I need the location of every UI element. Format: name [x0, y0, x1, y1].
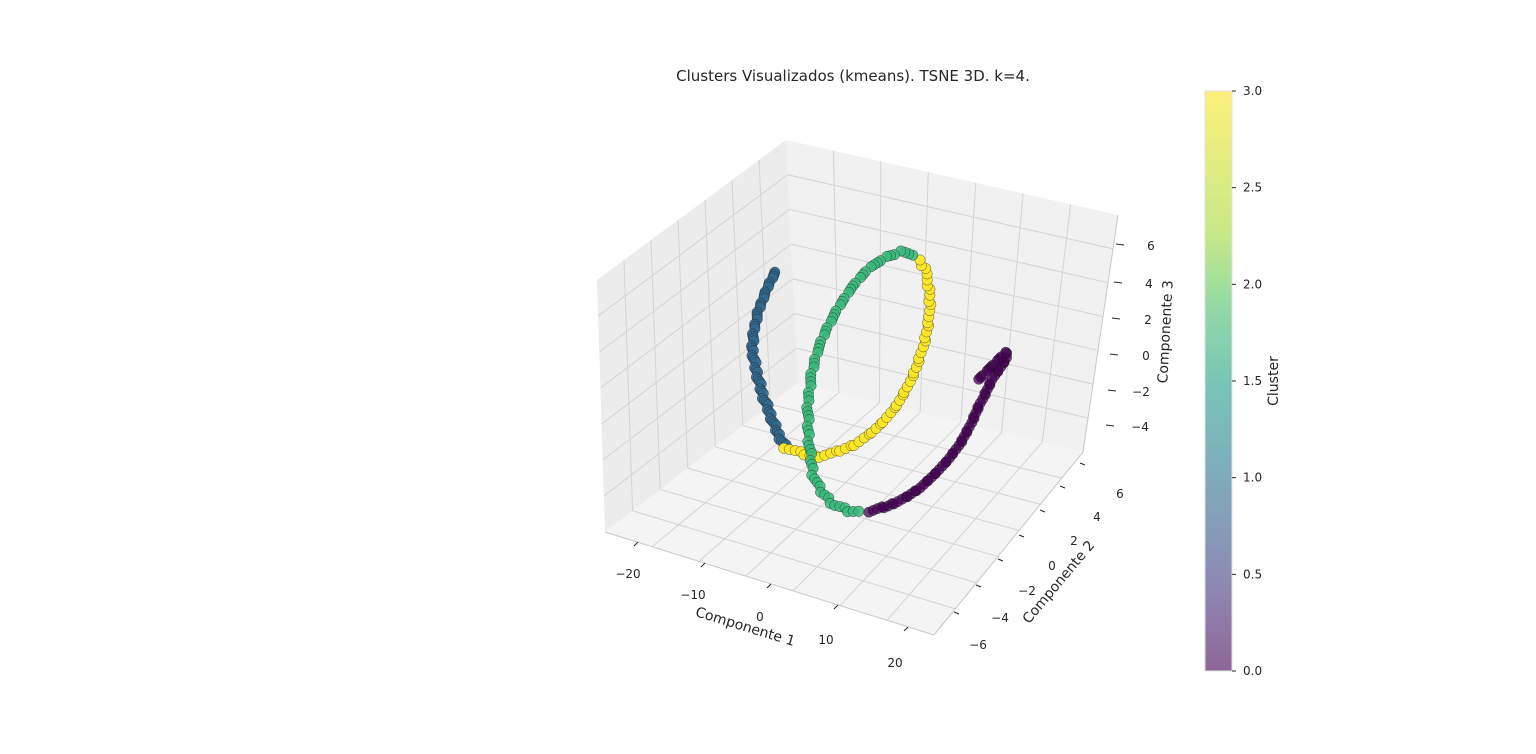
y-axis-line	[933, 451, 1084, 636]
grid-line	[789, 208, 1109, 284]
y-tick-label: −6	[969, 638, 987, 652]
x-tick-label: −10	[680, 588, 705, 602]
grid-line	[660, 488, 977, 584]
y-tick-label: 0	[1048, 559, 1056, 573]
grid-line	[632, 510, 956, 610]
grid-line	[731, 179, 744, 426]
y-tick-label: 6	[1116, 487, 1124, 501]
colorbar-tick-label: 3.0	[1243, 84, 1262, 98]
z-tick-label: 0	[1142, 349, 1150, 363]
z-tick-label: −4	[1131, 420, 1149, 434]
z-axis-label: Componente 3	[1155, 280, 1176, 384]
x-axis-label: Componente 1	[693, 604, 796, 649]
left-pane	[597, 140, 798, 532]
scatter-point-cluster-0	[973, 373, 985, 385]
back-pane	[786, 140, 1118, 452]
z-tick-label: 4	[1145, 277, 1153, 291]
grid-line	[794, 313, 1094, 385]
colorbar-label: Cluster	[1266, 356, 1282, 406]
grid-line	[602, 313, 795, 461]
x-tick-label: 20	[887, 656, 902, 670]
x-tick-label: −20	[615, 567, 640, 581]
y-tick-label: −2	[1018, 584, 1036, 598]
y-ticks: −6 −4 −2 0 2 4 6	[953, 462, 1124, 652]
grid-line	[770, 403, 1062, 479]
y-tick-label: 4	[1093, 510, 1101, 524]
colorbar-tick-label: 0.0	[1243, 664, 1262, 678]
y-tick-label: −4	[991, 611, 1009, 625]
colorbar-tick-label: 0.5	[1243, 567, 1262, 581]
grid-line	[1041, 204, 1072, 443]
grid-line	[878, 161, 882, 403]
grid-line	[623, 259, 634, 511]
colorbar-tick-label: 1.0	[1243, 471, 1262, 485]
grid-line	[787, 174, 1114, 250]
chart-title: Clusters Visualizados (kmeans). TSNE 3D.…	[676, 67, 1030, 85]
grid-line	[791, 243, 1104, 318]
grid-line	[919, 172, 929, 413]
x-tick-label: 0	[756, 610, 764, 624]
colorbar-tick-label: 2.5	[1243, 181, 1262, 195]
colorbar: 0.0 0.5 1.0 1.5 2.0 2.5 3.0 Cluster	[1204, 84, 1282, 678]
x-axis-line	[604, 531, 935, 636]
y-tick-label: 2	[1070, 534, 1078, 548]
grid-line	[600, 243, 792, 389]
grid-line	[597, 174, 789, 317]
scatter-point-cluster-2	[853, 505, 865, 517]
grid-line	[603, 347, 797, 497]
z-axis-line	[1082, 214, 1119, 453]
grid-line	[742, 425, 1041, 505]
z-tick-label: 6	[1147, 239, 1155, 253]
grid-line	[1001, 193, 1024, 433]
x-ticks: −20 −10 0 10 20	[615, 541, 909, 670]
grid-line	[698, 402, 880, 562]
z-tick-label: 2	[1144, 313, 1152, 327]
grid-line	[839, 431, 1002, 606]
y-axis-label: Componente 2	[1020, 538, 1099, 627]
grid-line	[650, 239, 661, 490]
grid-line	[715, 446, 1020, 531]
grid-line	[704, 199, 716, 447]
scatter-points	[746, 245, 1013, 518]
grid-line	[960, 182, 977, 423]
colorbar-tick-label: 1.5	[1243, 374, 1262, 388]
colorbar-tick-label: 2.0	[1243, 277, 1262, 291]
x-tick-label: 10	[818, 633, 833, 647]
colorbar-gradient	[1204, 90, 1233, 672]
z-ticks: −4 −2 0 2 4 6	[1105, 239, 1155, 434]
grid-line	[832, 150, 840, 393]
grid-line	[598, 209, 790, 353]
grid-line	[745, 412, 921, 577]
z-tick-label: −2	[1132, 385, 1150, 399]
grid-line	[886, 441, 1043, 621]
grid-line	[796, 347, 1089, 419]
grid-line	[677, 219, 689, 469]
